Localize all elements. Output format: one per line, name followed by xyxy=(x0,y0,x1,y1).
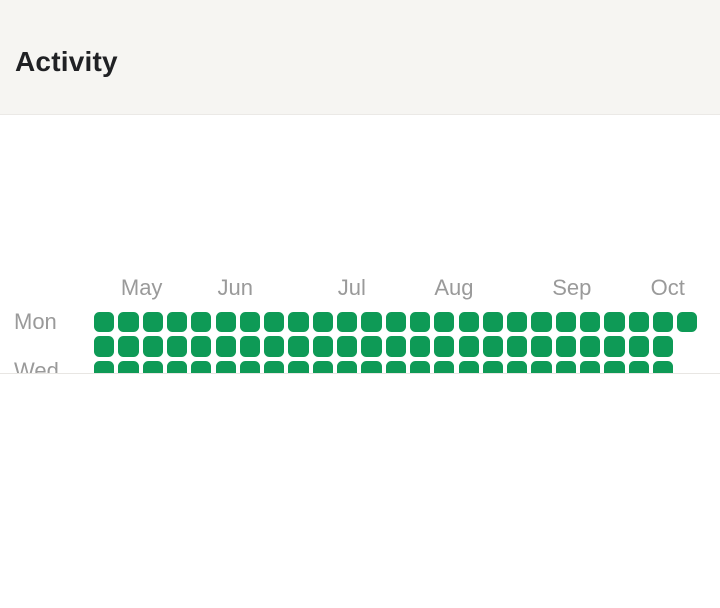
month-label: Sep xyxy=(552,275,592,300)
heatmap-cell[interactable] xyxy=(580,336,601,357)
heatmap-cell[interactable] xyxy=(458,312,479,333)
heatmap-cell[interactable] xyxy=(604,336,625,357)
heatmap-cell[interactable] xyxy=(215,336,236,357)
heatmap-cell[interactable] xyxy=(94,312,115,333)
heatmap-cell[interactable] xyxy=(288,336,309,357)
month-label: Oct xyxy=(650,275,685,300)
heatmap-cell[interactable] xyxy=(555,336,576,357)
heatmap-cell[interactable] xyxy=(191,312,212,333)
heatmap-cell[interactable] xyxy=(531,336,552,357)
month-label: Aug xyxy=(434,275,474,300)
heatmap-cell[interactable] xyxy=(191,336,212,357)
day-label: Mon xyxy=(14,309,57,335)
heatmap-cell[interactable] xyxy=(458,336,479,357)
heatmap-cell[interactable] xyxy=(385,312,406,333)
heatmap-cell[interactable] xyxy=(118,336,139,357)
month-label: Jun xyxy=(217,275,253,300)
month-label: May xyxy=(120,275,163,300)
heatmap-cell[interactable] xyxy=(264,312,285,333)
heatmap-cell[interactable] xyxy=(312,312,333,333)
heatmap-cell[interactable] xyxy=(118,312,139,333)
heatmap-cell[interactable] xyxy=(239,336,261,357)
heatmap-cell[interactable] xyxy=(142,336,163,357)
heatmap-cell[interactable] xyxy=(677,312,698,333)
heatmap-cell[interactable] xyxy=(507,312,528,333)
heatmap-cell[interactable] xyxy=(215,312,236,333)
heatmap-cell[interactable] xyxy=(604,312,625,333)
heatmap-cell[interactable] xyxy=(239,312,261,333)
heatmap-cell[interactable] xyxy=(166,336,188,357)
heatmap-cell[interactable] xyxy=(166,312,188,333)
app-header: Activity xyxy=(0,0,720,115)
month-label: Jul xyxy=(337,275,366,300)
heatmap-cell[interactable] xyxy=(434,312,455,333)
heatmap-cell[interactable] xyxy=(531,312,552,333)
heatmap-cell[interactable] xyxy=(312,336,333,357)
heatmap-cell[interactable] xyxy=(361,336,382,357)
heatmap-cell[interactable] xyxy=(482,312,504,333)
heatmap-cell[interactable] xyxy=(652,312,674,333)
heatmap-cell[interactable] xyxy=(264,336,285,357)
heatmap-cell[interactable] xyxy=(337,312,358,333)
heatmap-cell[interactable] xyxy=(409,312,431,333)
android-nav-bar xyxy=(0,493,720,608)
heatmap-cell[interactable] xyxy=(507,336,528,357)
heatmap-cell[interactable] xyxy=(409,336,431,357)
heatmap-cell[interactable] xyxy=(628,336,649,357)
heatmap-cell[interactable] xyxy=(652,336,674,357)
heatmap-cell[interactable] xyxy=(361,312,382,333)
heatmap-cell[interactable] xyxy=(94,336,115,357)
heatmap-cell[interactable] xyxy=(580,312,601,333)
page-title: Activity xyxy=(15,46,118,77)
heatmap-cell[interactable] xyxy=(628,312,649,333)
heatmap-cell[interactable] xyxy=(385,336,406,357)
heatmap-cell[interactable] xyxy=(142,312,163,333)
heatmap-cell[interactable] xyxy=(288,312,309,333)
heatmap-cell[interactable] xyxy=(555,312,576,333)
bottom-nav-bar: 3 99+ xyxy=(0,373,720,493)
heatmap-cell[interactable] xyxy=(434,336,455,357)
heatmap-cell[interactable] xyxy=(337,336,358,357)
heatmap-cell[interactable] xyxy=(482,336,504,357)
